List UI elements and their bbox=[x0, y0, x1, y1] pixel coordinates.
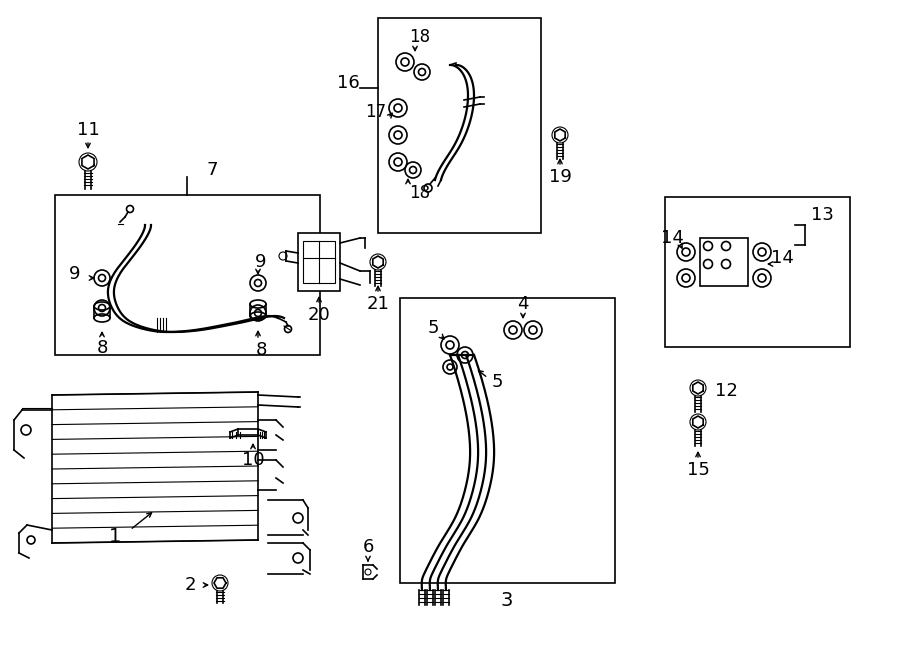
Text: 5: 5 bbox=[491, 373, 503, 391]
Text: 8: 8 bbox=[256, 341, 266, 359]
Text: 17: 17 bbox=[365, 103, 387, 121]
Text: 20: 20 bbox=[308, 306, 330, 324]
Text: 4: 4 bbox=[518, 295, 529, 313]
Text: 11: 11 bbox=[76, 121, 99, 139]
Text: 2: 2 bbox=[184, 576, 196, 594]
Text: 5: 5 bbox=[428, 319, 439, 337]
Text: 18: 18 bbox=[410, 184, 430, 202]
Bar bbox=[55, 195, 320, 355]
Bar bbox=[665, 197, 850, 347]
Bar bbox=[298, 233, 340, 291]
Text: 21: 21 bbox=[366, 295, 390, 313]
Text: 10: 10 bbox=[242, 451, 265, 469]
Bar bbox=[303, 241, 335, 283]
Text: 3: 3 bbox=[500, 592, 513, 611]
Text: 12: 12 bbox=[715, 382, 737, 400]
Text: 9: 9 bbox=[256, 253, 266, 271]
Text: 13: 13 bbox=[811, 206, 833, 224]
Text: 14: 14 bbox=[661, 229, 683, 247]
Text: 16: 16 bbox=[337, 74, 359, 92]
Text: 6: 6 bbox=[363, 538, 374, 556]
Text: 7: 7 bbox=[206, 161, 218, 179]
Bar bbox=[378, 18, 541, 233]
Text: 15: 15 bbox=[687, 461, 709, 479]
Text: 8: 8 bbox=[96, 339, 108, 357]
Bar bbox=[700, 238, 748, 286]
Text: 14: 14 bbox=[770, 249, 794, 267]
Bar bbox=[400, 298, 615, 583]
Text: 18: 18 bbox=[410, 28, 430, 46]
Text: 9: 9 bbox=[69, 265, 81, 283]
Text: 1: 1 bbox=[109, 527, 122, 547]
Text: 19: 19 bbox=[549, 168, 572, 186]
